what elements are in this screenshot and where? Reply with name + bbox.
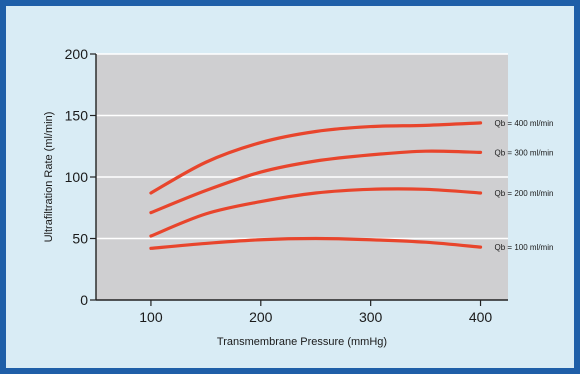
series-line-3 [149, 187, 483, 238]
x-tick-label-100: 100 [139, 309, 163, 325]
series-line-4 [149, 236, 483, 250]
series-line-1 [149, 121, 483, 195]
tick-labels: 0 50 100 150 200 100 200 300 400 [65, 46, 493, 325]
y-tick-label-100: 100 [65, 169, 89, 185]
x-tick-label-200: 200 [249, 309, 273, 325]
y-tick-label-200: 200 [65, 46, 89, 62]
y-tick-label-150: 150 [65, 108, 89, 124]
series-label-4: Qb = 100 ml/min [495, 243, 554, 252]
x-tick-label-400: 400 [469, 309, 493, 325]
series-label-2: Qb = 300 ml/min [495, 148, 554, 157]
grid-lines [96, 53, 508, 240]
y-tick-label-50: 50 [72, 231, 88, 247]
y-axis-title: Ultrafiltration Rate (ml/min) [43, 112, 55, 243]
series-lines [149, 121, 483, 250]
x-axis-title: Transmembrane Pressure (mmHg) [217, 336, 387, 348]
line-chart: 0 50 100 150 200 100 200 300 400 Qb = 400 ml/min… [43, 46, 554, 348]
series-label-3: Qb = 200 ml/min [495, 189, 554, 198]
series-labels: Qb = 400 ml/min Qb = 300 ml/min Qb = 200 m… [495, 119, 554, 252]
series-label-1: Qb = 400 ml/min [495, 119, 554, 128]
series-line-2 [149, 149, 483, 215]
y-tick-label-0: 0 [80, 292, 88, 308]
x-tick-label-300: 300 [359, 309, 383, 325]
